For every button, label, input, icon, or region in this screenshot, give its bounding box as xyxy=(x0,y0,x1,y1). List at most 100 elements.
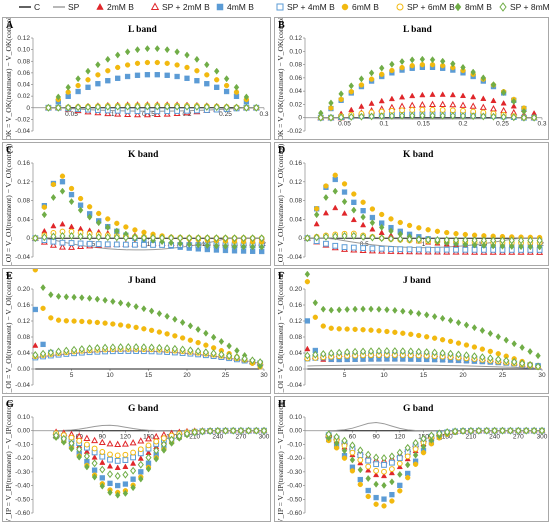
data-point xyxy=(106,440,114,447)
chart-e: ΔV_OI = V_OI(treatment) − V_OI(control) -… xyxy=(4,269,268,393)
y-tick-label: 0.04 xyxy=(289,88,302,95)
data-point xyxy=(322,232,329,241)
y-tick-label: 0.08 xyxy=(17,198,30,205)
y-tick-label: 0.06 xyxy=(289,75,302,82)
data-point xyxy=(368,76,375,82)
data-point xyxy=(388,112,395,120)
data-point xyxy=(145,453,152,462)
data-point xyxy=(102,296,108,304)
data-point xyxy=(32,269,38,273)
panel-d: ΔV_OJ = V_OJ(treatment) − V_OJ(control) -… xyxy=(274,142,549,266)
data-point xyxy=(59,232,66,240)
data-point xyxy=(509,242,515,250)
data-point xyxy=(99,482,106,490)
data-point xyxy=(531,426,538,435)
data-point xyxy=(523,426,530,435)
x-tick-label: 15 xyxy=(420,372,428,379)
data-point xyxy=(59,239,66,246)
data-point xyxy=(253,426,260,435)
data-point xyxy=(365,457,372,464)
data-point xyxy=(332,242,339,249)
data-point xyxy=(243,103,250,112)
data-point xyxy=(349,468,356,474)
data-point xyxy=(373,494,379,501)
data-point xyxy=(203,342,209,348)
data-point xyxy=(341,181,348,187)
y-tick-label: 0.16 xyxy=(289,302,302,309)
data-point xyxy=(368,112,375,121)
data-point xyxy=(389,478,395,486)
data-point xyxy=(177,234,184,242)
data-point xyxy=(397,246,404,253)
data-point xyxy=(471,344,478,350)
legend-marker xyxy=(499,2,507,12)
data-point xyxy=(204,72,210,78)
x-tick-label: 20 xyxy=(183,372,191,379)
data-point xyxy=(419,55,426,63)
panel-title: G band xyxy=(128,404,159,414)
y-tick-label: 0.10 xyxy=(289,414,302,421)
data-point xyxy=(137,455,144,461)
data-point xyxy=(154,59,160,66)
data-point xyxy=(99,475,105,481)
data-point xyxy=(431,348,438,357)
data-point xyxy=(249,243,256,251)
data-point xyxy=(125,301,132,309)
data-point xyxy=(344,305,350,313)
y-tick-label: -0.40 xyxy=(15,483,30,490)
data-point xyxy=(145,442,152,449)
data-point xyxy=(117,322,124,328)
data-point xyxy=(113,233,120,242)
y-tick-label: -0.30 xyxy=(15,469,30,476)
data-point xyxy=(223,82,230,89)
data-point xyxy=(499,236,506,245)
data-point xyxy=(203,329,209,337)
data-point xyxy=(481,241,487,249)
data-point xyxy=(400,330,406,336)
data-point xyxy=(183,102,191,111)
data-point xyxy=(400,307,406,315)
x-tick-label: 60 xyxy=(349,434,357,441)
panel-f: ΔV_OI = V_OI(treatment) − V_OI(control) -… xyxy=(274,268,549,394)
data-point xyxy=(60,434,67,443)
data-point xyxy=(159,233,166,242)
data-point xyxy=(117,299,124,307)
data-point xyxy=(85,67,91,75)
data-point xyxy=(459,92,467,99)
data-point xyxy=(130,454,136,461)
data-point xyxy=(378,234,385,243)
data-point xyxy=(511,97,517,105)
panel-letter: F xyxy=(278,271,285,282)
data-point xyxy=(348,82,354,90)
legend-item: C xyxy=(18,0,40,14)
y-tick-label: 0 xyxy=(26,235,30,242)
data-point xyxy=(527,347,533,356)
data-point xyxy=(194,68,200,74)
data-point xyxy=(404,461,411,469)
data-point xyxy=(439,57,446,65)
x-tick-label: 30 xyxy=(538,372,546,379)
data-point xyxy=(423,311,430,319)
data-point xyxy=(160,440,167,449)
data-point xyxy=(253,103,260,112)
data-point xyxy=(154,45,161,53)
data-point xyxy=(117,343,124,352)
data-point xyxy=(338,90,344,98)
data-point xyxy=(107,456,113,463)
data-point xyxy=(439,91,446,97)
data-point xyxy=(357,466,364,474)
data-point xyxy=(360,347,367,356)
data-point xyxy=(149,233,157,242)
data-point xyxy=(479,326,486,335)
data-point xyxy=(191,428,198,437)
data-point xyxy=(408,331,414,337)
data-point xyxy=(48,315,54,321)
y-tick-label: 0.12 xyxy=(289,179,302,186)
legend-label: 4mM B xyxy=(227,2,254,12)
data-point xyxy=(141,241,147,248)
data-point xyxy=(381,462,387,468)
data-point xyxy=(230,426,237,435)
y-tick-label: 0.04 xyxy=(289,350,302,357)
data-point xyxy=(213,103,220,112)
data-point xyxy=(490,242,496,250)
